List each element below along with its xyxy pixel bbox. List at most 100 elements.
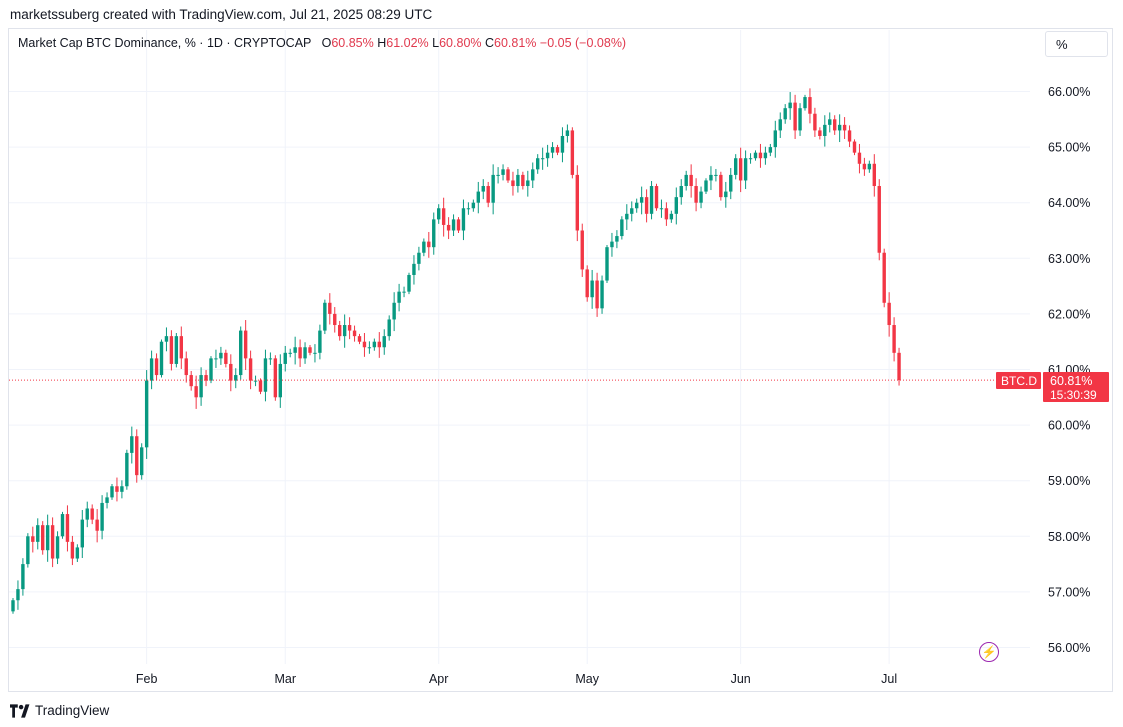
candle-body — [610, 241, 614, 248]
candle-body — [833, 119, 837, 131]
percent-scale-button[interactable]: % — [1045, 31, 1108, 57]
candle-body — [714, 174, 718, 176]
percent-icon: % — [1056, 37, 1068, 52]
candle-body — [788, 102, 792, 109]
candle-body — [595, 280, 599, 309]
candle-body — [531, 169, 535, 181]
candle-body — [55, 536, 60, 559]
x-tick-label: Mar — [274, 672, 296, 686]
candle-body — [461, 208, 466, 231]
legend-low-label: L — [432, 36, 440, 50]
candle-body — [41, 525, 45, 551]
candle-body — [585, 269, 589, 298]
candle-body — [184, 358, 188, 376]
candle-body — [649, 186, 654, 214]
tradingview-brand[interactable]: TradingView — [10, 703, 109, 718]
candle-body — [367, 347, 372, 349]
chart-legend: Market Cap BTC Dominance, % · 1D · CRYPT… — [18, 36, 626, 50]
candle-body — [867, 163, 872, 170]
candle-body — [21, 564, 25, 590]
legend-open-label: O — [321, 36, 332, 50]
candle-body — [773, 130, 777, 148]
candle-body — [105, 497, 109, 503]
candle-body — [26, 536, 30, 565]
candle-body — [679, 186, 683, 198]
candle-body — [65, 514, 70, 542]
candle-body — [877, 186, 881, 253]
candle-body — [263, 358, 268, 392]
y-tick-label: 58.00% — [1048, 530, 1090, 544]
candle-body — [684, 174, 688, 187]
chart-credit: marketssuberg created with TradingView.c… — [10, 7, 433, 22]
candle-body — [496, 174, 500, 176]
legend-close-label: C — [485, 36, 495, 50]
legend-high: 61.02% — [386, 36, 429, 50]
candle-body — [768, 147, 773, 153]
y-tick-label: 57.00% — [1048, 585, 1090, 599]
candle-body — [526, 180, 530, 187]
candle-body — [511, 180, 515, 187]
candle-body — [491, 174, 495, 203]
candle-body — [31, 536, 35, 542]
candle-body — [164, 336, 169, 342]
candle-body — [778, 119, 782, 131]
tradingview-logo-icon — [10, 703, 30, 718]
candle-body — [625, 213, 629, 220]
candle-body — [560, 135, 565, 153]
candle-body — [659, 208, 664, 210]
candle-body — [516, 174, 520, 187]
candle-body — [125, 452, 129, 487]
price-tag-bg — [1043, 372, 1109, 402]
y-tick-label: 56.00% — [1048, 641, 1090, 655]
candle-body — [75, 547, 80, 559]
candle-body — [169, 336, 174, 364]
candle-body — [798, 108, 802, 131]
candle-body — [783, 108, 787, 120]
candle-body — [313, 352, 317, 354]
y-tick-label: 65.00% — [1048, 141, 1090, 155]
candle-body — [654, 186, 659, 209]
candle-body — [808, 97, 812, 114]
candle-body — [644, 197, 649, 214]
lightning-icon[interactable]: ⚡ — [979, 642, 999, 662]
candle-body — [135, 436, 139, 476]
legend-low: 60.80% — [439, 36, 482, 50]
candle-body — [476, 191, 480, 203]
candle-body — [45, 525, 50, 551]
y-tick-label: 64.00% — [1048, 196, 1090, 210]
candle-body — [229, 363, 233, 381]
candle-body — [159, 341, 164, 376]
candle-body — [239, 330, 243, 376]
candle-body — [699, 191, 703, 203]
candle-body — [278, 363, 282, 398]
candle-body — [402, 291, 406, 293]
candle-body — [115, 486, 119, 492]
candle-body — [258, 380, 263, 392]
candle-body — [357, 336, 362, 342]
candle-body — [540, 158, 545, 160]
candle-body — [342, 325, 347, 337]
candle-body — [446, 224, 451, 231]
candle-body — [605, 247, 609, 281]
candle-body — [630, 208, 634, 214]
candle-body — [828, 119, 832, 125]
candle-body — [793, 102, 797, 131]
candle-body — [704, 180, 708, 192]
candle-body — [689, 174, 693, 187]
y-tick-label: 63.00% — [1048, 252, 1090, 266]
candle-body — [149, 358, 154, 381]
candle-body — [882, 252, 886, 303]
candle-body — [308, 347, 312, 353]
candle-body — [441, 208, 446, 225]
candle-body — [456, 219, 461, 231]
candle-body — [600, 280, 604, 309]
candle-body — [397, 291, 401, 303]
candle-body — [738, 158, 743, 181]
candle-body — [80, 519, 84, 548]
candle-body — [729, 174, 733, 192]
candle-body — [130, 436, 134, 453]
candle-body — [323, 302, 327, 331]
candle-body — [372, 341, 377, 348]
y-tick-label: 60.00% — [1048, 419, 1090, 433]
